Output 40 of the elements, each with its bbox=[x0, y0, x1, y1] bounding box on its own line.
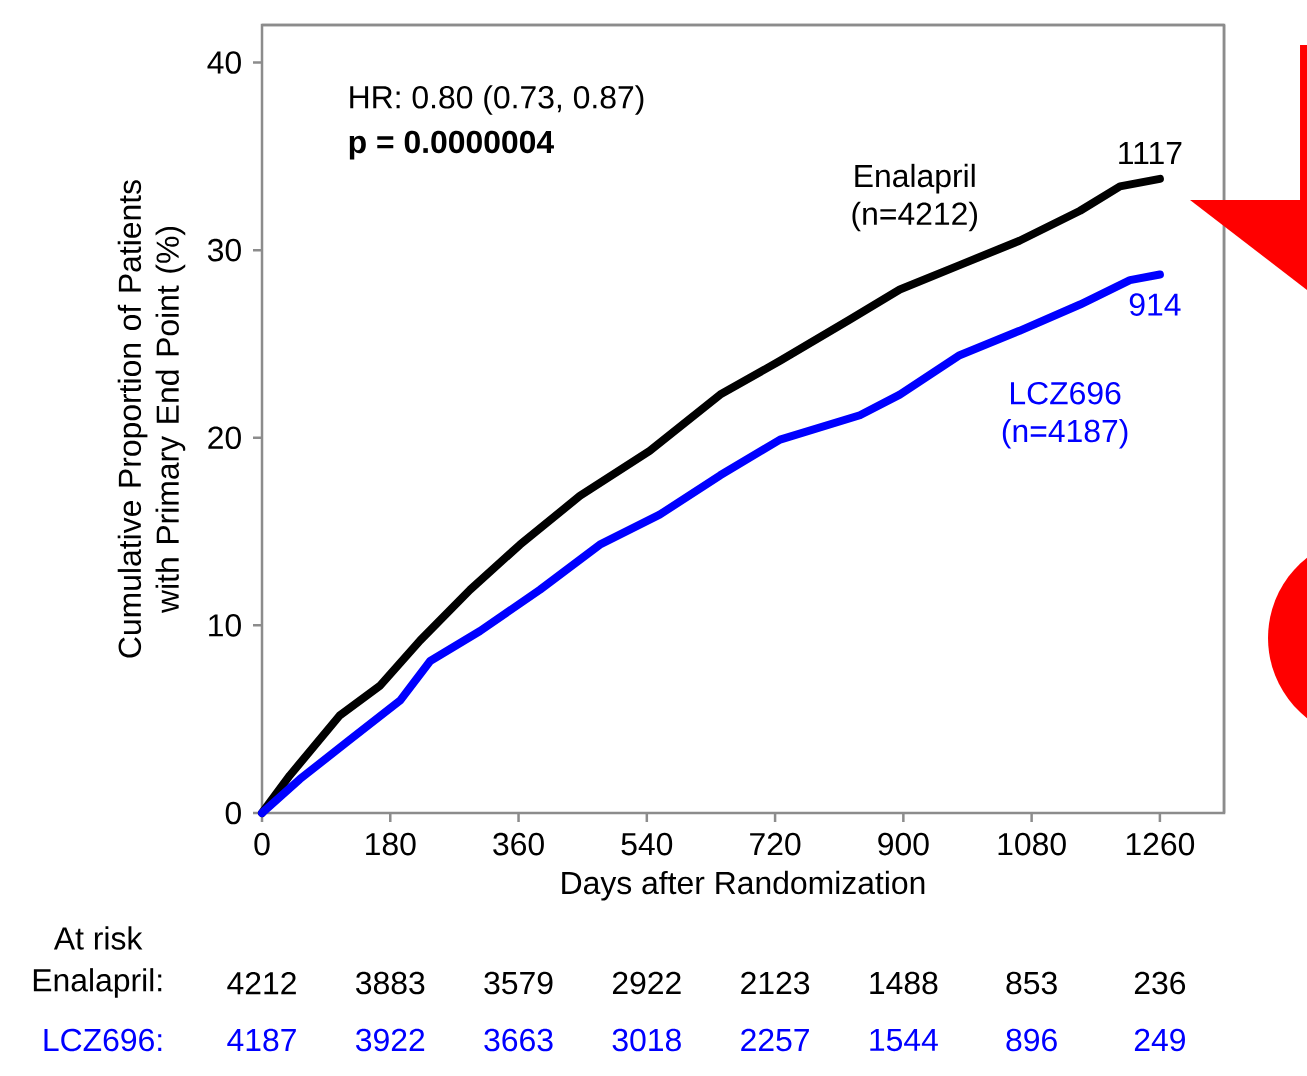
x-tick-label: 900 bbox=[878, 832, 929, 856]
text: 1488 bbox=[870, 971, 938, 995]
text: 896 bbox=[1006, 1028, 1057, 1052]
text: 3922 bbox=[356, 1028, 425, 1052]
text: 3883 bbox=[356, 971, 425, 995]
annotation: p = 0.0000004 bbox=[349, 130, 554, 160]
text: LCZ696: bbox=[44, 1028, 162, 1052]
series-label: Enalapril (n=4212) bbox=[852, 163, 978, 232]
annotation: HR: 0.80 (0.73, 0.87) bbox=[350, 85, 644, 115]
text: 4212 bbox=[227, 971, 296, 995]
y-tick-label: 0 bbox=[225, 801, 241, 825]
x-tick-label: 1260 bbox=[1126, 832, 1195, 856]
annotation: 1117 bbox=[1119, 142, 1182, 165]
x-tick-label: 1080 bbox=[998, 832, 1066, 856]
y-tick-label: 20 bbox=[208, 426, 241, 450]
x-tick-label: 720 bbox=[750, 832, 801, 856]
text: 853 bbox=[1006, 971, 1057, 995]
text: 1544 bbox=[870, 1028, 938, 1052]
x-axis-title: Days after Randomization bbox=[562, 870, 925, 901]
annotation: 914 bbox=[1129, 293, 1181, 316]
text: 2257 bbox=[741, 1028, 809, 1052]
x-tick-label: 540 bbox=[621, 832, 673, 856]
text: Enalapril: bbox=[33, 968, 162, 998]
text: 249 bbox=[1134, 1028, 1185, 1052]
y-tick-label: 40 bbox=[207, 51, 241, 74]
text: 236 bbox=[1134, 971, 1186, 995]
x-tick-label: 180 bbox=[366, 832, 416, 856]
text: 2123 bbox=[741, 971, 810, 995]
text: 2922 bbox=[612, 971, 681, 995]
y-tick-label: 10 bbox=[209, 614, 241, 637]
x-tick-label: 0 bbox=[254, 832, 270, 856]
text: 3579 bbox=[484, 971, 553, 995]
text: 3663 bbox=[484, 1028, 553, 1052]
y-tick-label: 30 bbox=[207, 238, 241, 262]
text: 4187 bbox=[227, 1028, 296, 1052]
text: 3018 bbox=[612, 1028, 681, 1052]
series-label: LCZ696 (n=4187) bbox=[1002, 381, 1128, 449]
y-axis-title: Cumulative Proportion of Patients with Primary End Point (%) bbox=[117, 180, 186, 658]
text: At risk bbox=[53, 926, 143, 950]
x-tick-label: 360 bbox=[493, 832, 544, 856]
